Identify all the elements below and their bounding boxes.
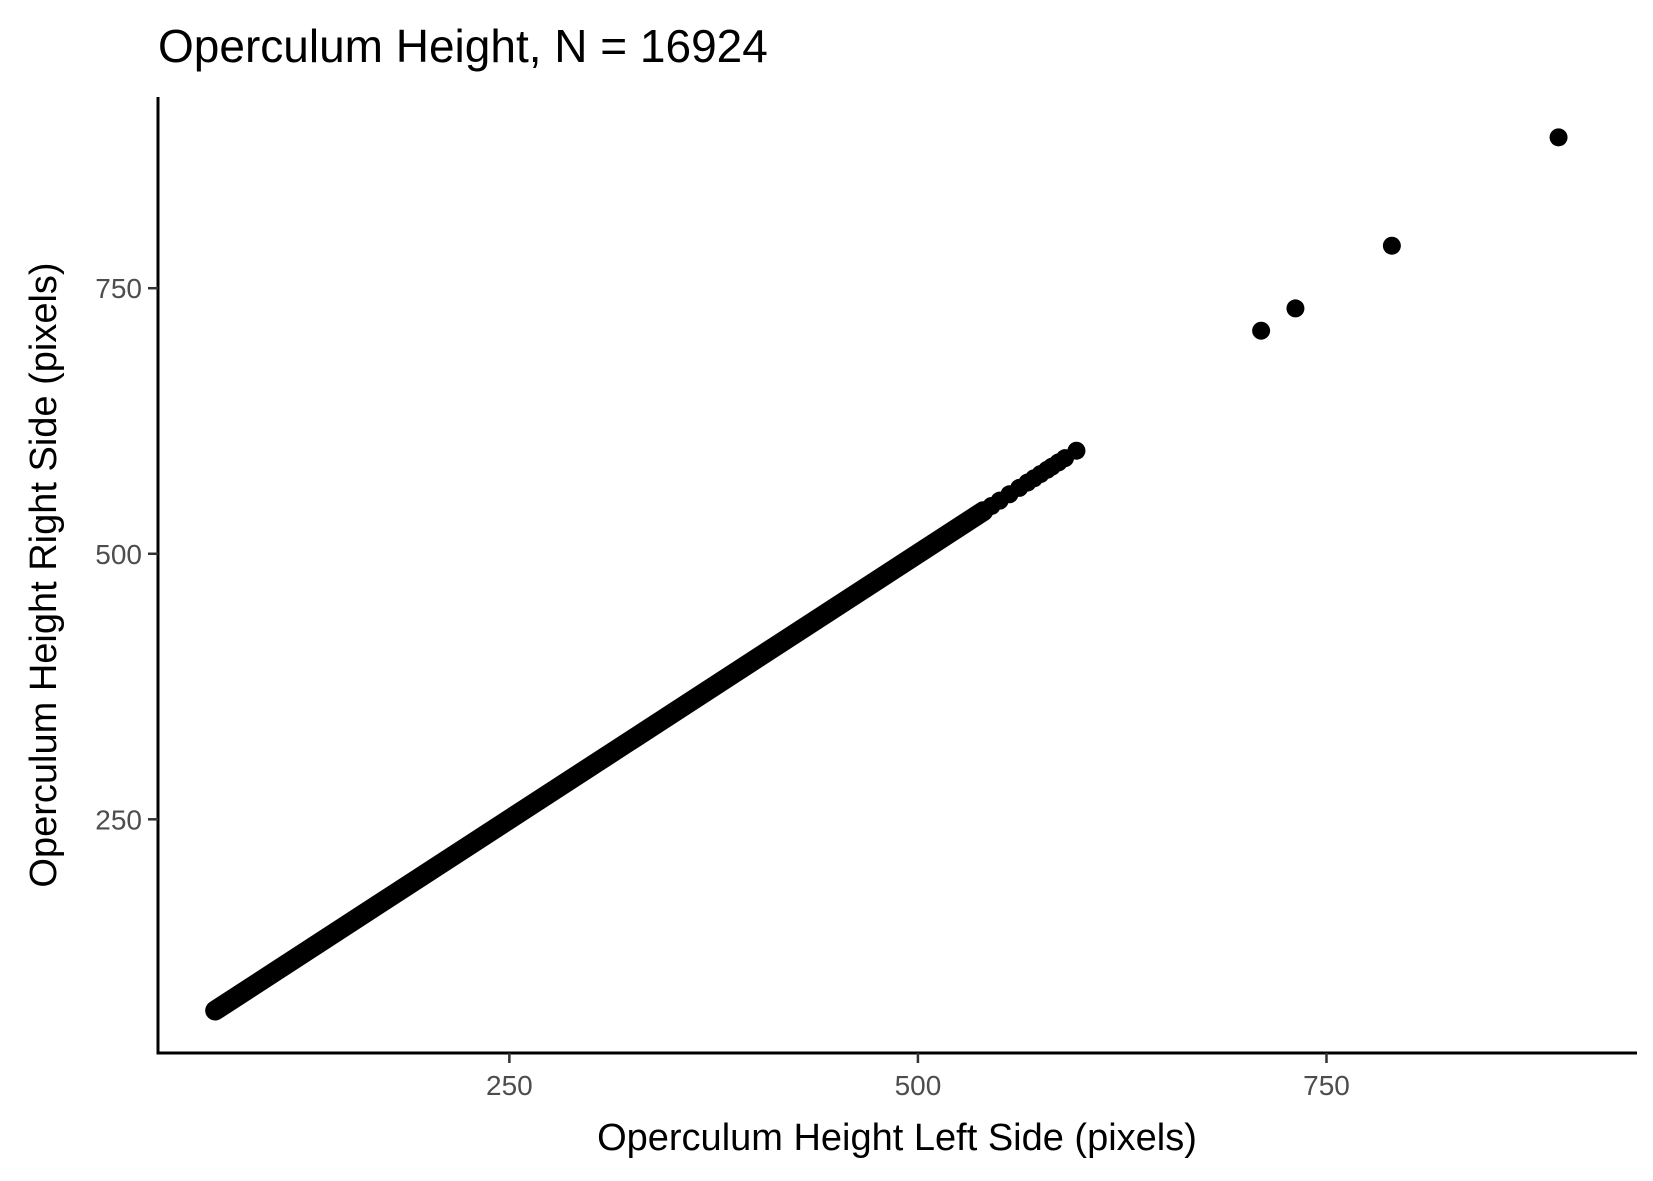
x-tick-label: 750 [1303,1070,1350,1101]
x-tick-label: 500 [895,1070,942,1101]
data-point [225,988,244,1007]
diagonal-point-band [205,501,994,1021]
y-tick-label: 250 [95,804,142,835]
data-point [1252,321,1271,340]
x-axis-ticks: 250 500 750 [486,1053,1350,1101]
data-point [1549,128,1568,147]
data-point [1286,299,1305,318]
y-tick-label: 750 [95,273,142,304]
data-point [1382,236,1401,255]
y-tick-label: 500 [95,539,142,570]
y-axis-ticks: 250 500 750 [95,273,158,835]
data-point [206,1001,225,1020]
data-points [206,128,1568,1020]
chart-title: Operculum Height, N = 16924 [158,20,768,72]
plot-area [205,128,1568,1021]
y-axis-title: Operculum Height Right Side (pixels) [23,262,65,887]
data-point [1067,441,1086,460]
x-axis-title: Operculum Height Left Side (pixels) [597,1117,1197,1159]
x-tick-label: 250 [486,1070,533,1101]
diagonal-band-line [205,501,994,1021]
